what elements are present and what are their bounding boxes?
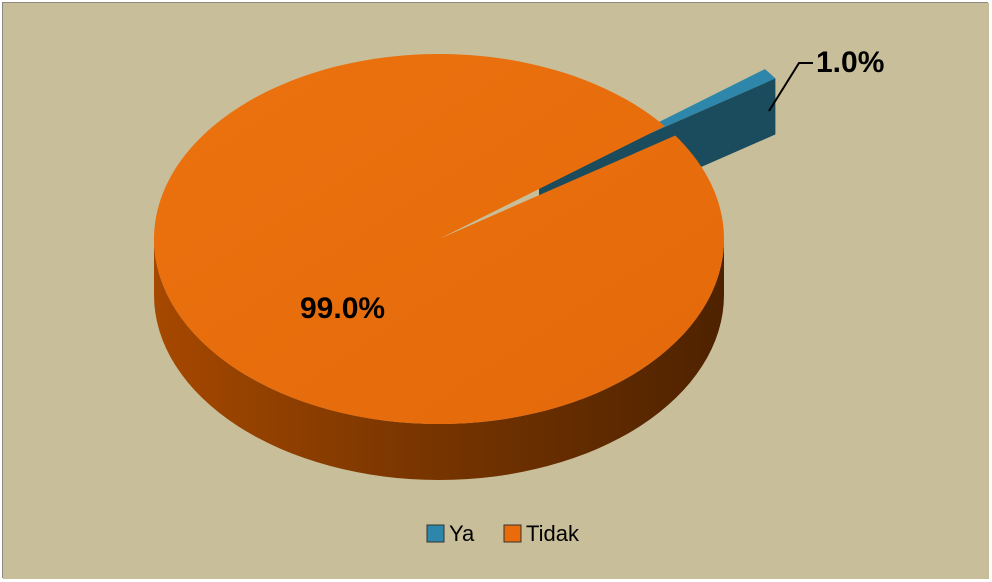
pie-slices bbox=[154, 53, 776, 480]
legend-label: Ya bbox=[449, 521, 475, 546]
legend: Ya Tidak bbox=[426, 521, 580, 546]
legend-item-ya: Ya bbox=[426, 521, 475, 546]
data-label-ya: 1.0% bbox=[768, 46, 884, 112]
legend-item-tidak: Tidak bbox=[503, 521, 580, 546]
data-label-tidak: 99.0% bbox=[300, 292, 385, 325]
legend-swatch bbox=[426, 524, 445, 543]
pie-chart: 1.0% 99.0% Ya Tidak bbox=[3, 3, 989, 579]
pie-slice-tidak bbox=[154, 53, 724, 480]
legend-swatch bbox=[503, 524, 522, 543]
legend-label: Tidak bbox=[526, 521, 580, 546]
data-label-text: 1.0% bbox=[816, 46, 884, 79]
data-labels: 1.0% 99.0% bbox=[300, 46, 884, 325]
